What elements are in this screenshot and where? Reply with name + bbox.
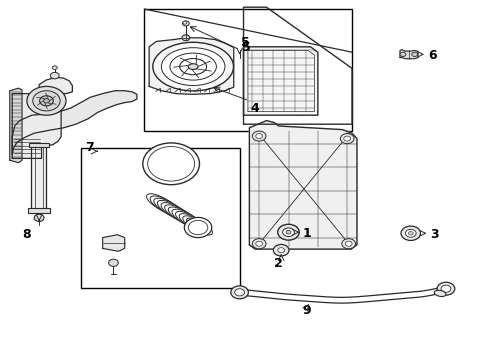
- Polygon shape: [243, 47, 317, 115]
- Text: 2: 2: [274, 257, 283, 270]
- Polygon shape: [10, 88, 22, 163]
- Ellipse shape: [180, 58, 206, 75]
- Text: 6: 6: [427, 49, 436, 62]
- Ellipse shape: [186, 218, 212, 235]
- Polygon shape: [12, 77, 72, 158]
- Polygon shape: [249, 121, 356, 249]
- Text: 8: 8: [22, 228, 31, 240]
- Circle shape: [184, 217, 211, 238]
- Circle shape: [182, 21, 189, 26]
- Bar: [81, 148, 239, 288]
- Circle shape: [40, 96, 53, 106]
- Circle shape: [255, 241, 262, 246]
- Circle shape: [340, 134, 353, 144]
- Ellipse shape: [157, 201, 186, 219]
- Ellipse shape: [150, 196, 179, 215]
- Circle shape: [255, 134, 262, 139]
- Polygon shape: [149, 38, 233, 94]
- Circle shape: [277, 248, 284, 253]
- Bar: [28, 208, 50, 213]
- Circle shape: [50, 72, 59, 79]
- Ellipse shape: [161, 203, 189, 221]
- Text: 9: 9: [302, 304, 310, 317]
- Circle shape: [252, 131, 265, 141]
- Circle shape: [182, 35, 189, 41]
- Circle shape: [252, 239, 265, 249]
- Circle shape: [273, 244, 288, 256]
- Text: 5: 5: [241, 36, 249, 49]
- Circle shape: [440, 285, 450, 292]
- Bar: [144, 9, 351, 131]
- Circle shape: [33, 91, 60, 111]
- Ellipse shape: [146, 194, 176, 213]
- Circle shape: [183, 21, 186, 24]
- Text: 7: 7: [85, 141, 94, 154]
- Circle shape: [52, 66, 57, 69]
- Ellipse shape: [168, 207, 196, 225]
- Circle shape: [400, 226, 420, 240]
- Circle shape: [407, 231, 412, 235]
- Text: 3: 3: [429, 228, 438, 240]
- Ellipse shape: [152, 42, 233, 91]
- Polygon shape: [399, 50, 417, 59]
- Bar: [29, 143, 49, 147]
- Text: 1: 1: [302, 227, 310, 240]
- Ellipse shape: [183, 216, 209, 233]
- Ellipse shape: [175, 211, 202, 229]
- Polygon shape: [12, 91, 137, 155]
- Circle shape: [188, 220, 207, 235]
- Circle shape: [142, 143, 199, 185]
- Circle shape: [341, 239, 355, 249]
- Polygon shape: [31, 146, 46, 209]
- Polygon shape: [102, 235, 124, 251]
- Circle shape: [108, 259, 118, 266]
- Ellipse shape: [172, 209, 199, 227]
- Ellipse shape: [154, 198, 183, 217]
- Ellipse shape: [433, 290, 445, 297]
- Circle shape: [436, 282, 454, 295]
- Circle shape: [277, 224, 299, 240]
- Circle shape: [405, 229, 415, 237]
- Circle shape: [234, 289, 244, 296]
- Circle shape: [230, 286, 248, 299]
- Circle shape: [285, 230, 290, 234]
- Ellipse shape: [188, 64, 198, 69]
- Circle shape: [411, 52, 417, 57]
- Circle shape: [282, 228, 294, 237]
- Ellipse shape: [161, 48, 224, 85]
- Ellipse shape: [179, 213, 205, 231]
- Circle shape: [43, 99, 49, 103]
- Circle shape: [147, 147, 194, 181]
- Circle shape: [34, 214, 44, 221]
- Circle shape: [27, 86, 66, 115]
- Text: 5: 5: [242, 41, 250, 54]
- Ellipse shape: [170, 53, 216, 80]
- Circle shape: [399, 52, 405, 57]
- Circle shape: [343, 136, 350, 141]
- Ellipse shape: [164, 205, 192, 223]
- Text: 4: 4: [250, 102, 259, 115]
- Circle shape: [345, 241, 351, 246]
